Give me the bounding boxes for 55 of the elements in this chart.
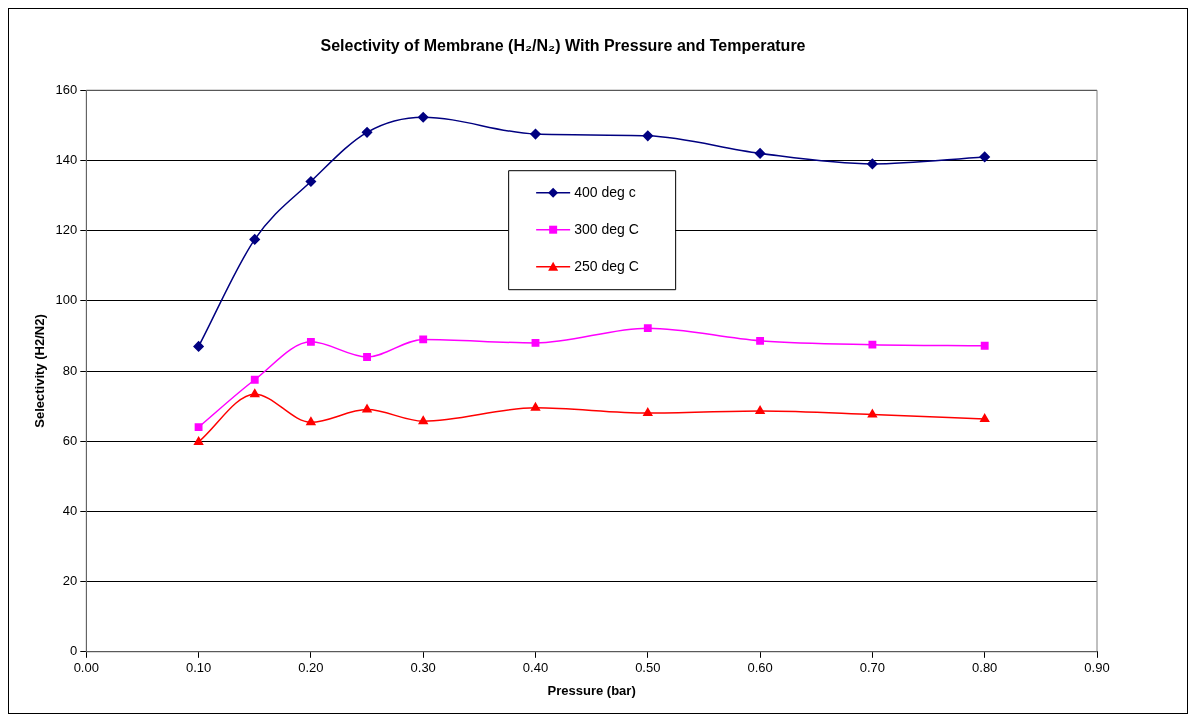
x-tick-label: 0.70: [859, 660, 886, 676]
x-tick-label: 0.80: [972, 660, 998, 676]
point: [868, 340, 877, 349]
chart-title: Selectivity of Membrane (H₂/N₂) With Pressure and Temperature: [320, 37, 806, 55]
point: [250, 375, 259, 384]
x-tick-label: 0.10: [185, 660, 212, 676]
legend-label: 400 deg c: [574, 183, 636, 200]
point: [249, 234, 260, 245]
y-tick-label: 140: [55, 151, 78, 167]
point: [979, 151, 990, 163]
point: [530, 128, 541, 140]
point: [418, 415, 428, 425]
x-tick-label: 0.50: [635, 660, 661, 676]
point: [643, 324, 652, 333]
point: [531, 338, 540, 347]
point: [867, 158, 878, 170]
point: [361, 127, 373, 138]
point: [980, 341, 989, 350]
y-tick-label: 160: [55, 81, 78, 97]
y-tick-label: 80: [62, 362, 78, 378]
y-tick-label: 60: [62, 432, 78, 448]
point: [755, 405, 765, 415]
y-tick-label: 20: [62, 573, 78, 589]
point: [306, 337, 315, 346]
x-axis-title: Pressure (bar): [547, 682, 636, 698]
point: [193, 436, 204, 445]
y-tick-label: 40: [62, 502, 78, 518]
y-tick-label: 100: [55, 292, 78, 308]
point: [250, 388, 260, 398]
point: [306, 417, 316, 426]
legend-label: 300 deg C: [574, 220, 639, 237]
point: [867, 409, 878, 418]
y-tick-label: 0: [70, 643, 78, 659]
point: [419, 335, 428, 344]
point: [362, 404, 372, 413]
point: [642, 130, 654, 142]
point: [417, 111, 429, 123]
x-tick-label: 0.40: [522, 660, 549, 676]
x-tick-label: 0.90: [1084, 660, 1110, 676]
x-tick-label: 0.30: [410, 660, 436, 676]
legend-label: 250 deg C: [574, 257, 639, 274]
x-tick-label: 0.60: [747, 660, 773, 676]
point: [363, 353, 371, 361]
point: [305, 176, 317, 187]
point: [193, 341, 204, 352]
y-axis-title: Selectivity (H2/N2): [32, 314, 48, 428]
point: [530, 402, 541, 411]
x-tick-label: 0.20: [298, 660, 324, 676]
x-tick-label: 0.00: [73, 660, 99, 676]
point: [643, 407, 653, 417]
point: [980, 413, 990, 423]
point: [756, 336, 765, 345]
point: [194, 423, 203, 432]
y-tick-label: 120: [55, 222, 78, 238]
point: [754, 148, 766, 159]
